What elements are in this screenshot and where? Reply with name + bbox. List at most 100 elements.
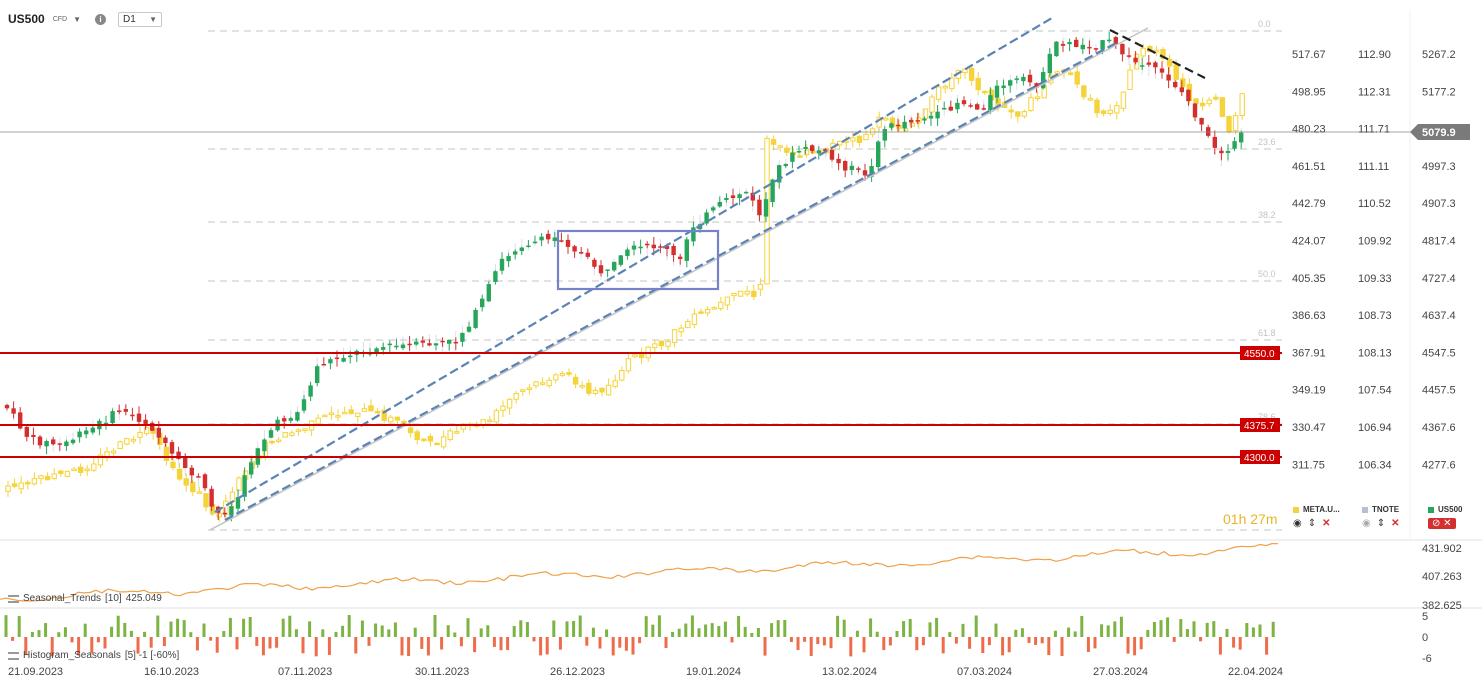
meta-candle (421, 438, 427, 442)
timeframe-select[interactable]: D1 ▼ (118, 11, 163, 27)
price-tick: 4277.6 (1422, 459, 1456, 471)
price-tick: 4547.5 (1422, 347, 1456, 359)
close-icon[interactable]: ✕ (1391, 518, 1400, 529)
reorder-icon[interactable]: ⇕ (1376, 518, 1386, 529)
trend-tick: 382.625 (1422, 600, 1462, 612)
meta-candle (1127, 69, 1133, 90)
histogram-bar (664, 637, 668, 649)
meta-candle (803, 149, 810, 156)
us500-candle (1001, 85, 1006, 88)
histogram-bar (915, 637, 919, 651)
meta-candle (302, 428, 308, 432)
us500-price-axis[interactable]: 5267.2 5177.2 4997.3 4907.3 4817.4 4727.4 4637… (1422, 49, 1456, 471)
meta-price-axis[interactable]: 517.67 498.95 480.23 461.51 442.79 424.07 405.… (1292, 49, 1326, 471)
legend-meta[interactable]: META.U... ◉ ⇕ ✕ (1293, 505, 1340, 529)
us500-candle (592, 259, 597, 267)
histogram-bar (301, 637, 305, 654)
histogram-bar (215, 637, 219, 653)
eye-icon[interactable]: ◉ (1293, 518, 1302, 529)
us500-candle (1146, 62, 1151, 65)
chevron-down-icon[interactable]: ▼ (73, 14, 82, 24)
us500-candle (565, 239, 571, 247)
us500-candle (249, 462, 254, 475)
histogram-bar (1212, 621, 1216, 637)
price-tick: 367.91 (1292, 347, 1326, 359)
histogram-bar (202, 623, 206, 637)
histogram-bar (974, 615, 978, 637)
histogram-bar (169, 621, 173, 637)
histogram-bar (288, 615, 292, 637)
histogram-bar (374, 623, 378, 637)
histogram-bar (30, 631, 34, 637)
trend-channel[interactable] (209, 17, 1206, 531)
us500-candle (1192, 103, 1198, 118)
trend-tick: 431.902 (1422, 543, 1462, 555)
meta-candles (5, 43, 1245, 522)
histogram-bar (433, 615, 437, 637)
us500-candle (711, 207, 716, 211)
eye-icon[interactable]: ◉ (1362, 518, 1371, 529)
histogram-bar (413, 627, 417, 637)
indicator-icon[interactable] (8, 651, 19, 660)
us500-candle (1212, 136, 1217, 148)
us500-candle (110, 411, 115, 424)
meta-candle (553, 374, 559, 381)
legend-tnote[interactable]: TNOTE ◉ ⇕ ✕ (1362, 505, 1400, 529)
us500-candle (44, 441, 49, 447)
us500-candle (1140, 65, 1145, 67)
meta-candle (163, 446, 170, 461)
time-axis[interactable]: 21.09.2023 16.10.2023 07.11.2023 30.11.2023… (8, 666, 1283, 678)
us500-candle (928, 115, 934, 119)
us500-candle (1232, 141, 1237, 149)
indicator-icon[interactable] (8, 594, 19, 603)
close-icon[interactable]: ⊘ ✕ (1428, 518, 1456, 529)
us500-candle (486, 284, 491, 302)
us500-candle (1080, 44, 1085, 50)
meta-candle (322, 414, 328, 418)
histogram-bar (1245, 623, 1249, 637)
info-icon[interactable]: i (95, 13, 107, 25)
symbol-name[interactable]: US500 (8, 12, 45, 26)
meta-candle (856, 135, 863, 143)
meta-candle (724, 296, 731, 306)
histogram-bar (90, 637, 94, 654)
histogram-bar (809, 637, 813, 656)
close-icon[interactable]: ✕ (1322, 518, 1331, 529)
us500-candle (526, 245, 531, 248)
histogram-bar (1034, 637, 1038, 645)
meta-candle (520, 389, 526, 392)
histogram-bar (1179, 619, 1183, 637)
consolidation-box[interactable] (556, 229, 720, 291)
fib-label: 50.0 (1258, 269, 1276, 279)
seasonal-histogram-label[interactable]: Histogram_Seasonals [5] -1 [-60%] (8, 650, 179, 661)
us500-candle (301, 399, 307, 411)
price-tick: 461.51 (1292, 161, 1326, 173)
us500-candle (704, 212, 709, 224)
us500-candle (1159, 68, 1165, 73)
histogram-bar (1086, 637, 1090, 652)
us500-candle (981, 108, 986, 110)
us500-candle (882, 129, 887, 141)
histogram-bar (123, 622, 127, 637)
histogram-bar (83, 623, 87, 637)
histogram-bar (261, 637, 265, 656)
us500-candle (460, 332, 465, 342)
us500-candle (341, 357, 346, 362)
level-lines[interactable] (0, 352, 1282, 458)
seasonal-trends-axis: 431.902 407.263 382.625 (1422, 543, 1462, 612)
tnote-price-axis[interactable]: 112.90 112.31 111.71 111.11 110.52 109.92 109.… (1358, 49, 1392, 471)
meta-candle (1213, 96, 1219, 100)
us500-candle (1206, 127, 1211, 136)
legend-us500[interactable]: US500 ⊘ ✕ (1428, 505, 1462, 529)
seasonal-trends-label[interactable]: Seasonal_Trends [10] 425.049 (8, 593, 162, 604)
us500-candle (1008, 80, 1013, 86)
us500-candle (645, 243, 650, 246)
reorder-icon[interactable]: ⇕ (1307, 518, 1317, 529)
meta-candle (863, 133, 869, 141)
tnote-overlay (6, 37, 1242, 521)
histogram-bar (902, 621, 906, 637)
price-tick: 106.94 (1358, 422, 1392, 434)
meta-candle (25, 481, 31, 485)
meta-candle (137, 431, 143, 438)
